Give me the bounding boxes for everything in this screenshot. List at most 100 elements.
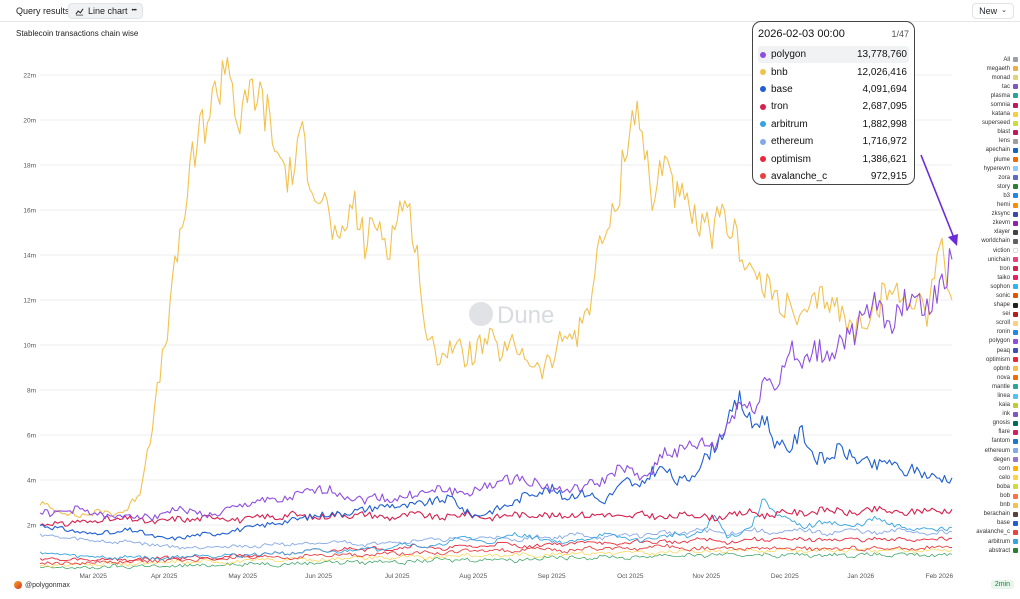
more-icon[interactable]: ••• [131, 8, 137, 14]
legend-item-somnia[interactable]: somnia [952, 100, 1018, 109]
legend-item-katana[interactable]: katana [952, 110, 1018, 119]
legend-item-opbnb[interactable]: opbnb [952, 364, 1018, 373]
tooltip-series-value: 13,778,760 [856, 49, 907, 61]
legend-swatch-icon [1013, 293, 1018, 299]
legend-item-tron[interactable]: tron [952, 264, 1018, 273]
legend-item-nova[interactable]: nova [952, 373, 1018, 382]
legend-item-degen[interactable]: degen [952, 455, 1018, 464]
y-tick-label: 20m [23, 118, 36, 125]
legend-item-sei[interactable]: sei [952, 310, 1018, 319]
legend-item-base[interactable]: base [952, 519, 1018, 528]
legend-item-fantom[interactable]: fantom [952, 437, 1018, 446]
legend-item-bnb[interactable]: bnb [952, 501, 1018, 510]
legend-item-linea[interactable]: linea [952, 391, 1018, 400]
series-dot-icon [760, 156, 766, 163]
legend-label: monad [991, 74, 1010, 81]
legend-item-monad[interactable]: monad [952, 73, 1018, 82]
legend-swatch-icon [1013, 420, 1018, 426]
legend-label: scroll [995, 320, 1010, 327]
legend-label: zora [998, 174, 1010, 181]
legend-item-hyperevm[interactable]: hyperevm [952, 164, 1018, 173]
legend-item-taiko[interactable]: taiko [952, 273, 1018, 282]
legend-item-ronin[interactable]: ronin [952, 328, 1018, 337]
legend-item-superseed[interactable]: superseed [952, 119, 1018, 128]
legend-item-mantle[interactable]: mantle [952, 382, 1018, 391]
legend-item-apechain[interactable]: apechain [952, 146, 1018, 155]
series-dot-icon [760, 86, 766, 93]
legend-item-plume[interactable]: plume [952, 155, 1018, 164]
tooltip-series-value: 1,386,621 [862, 153, 908, 165]
legend-item-All[interactable]: All [952, 55, 1018, 64]
tab-line-chart[interactable]: Line chart ••• [68, 3, 144, 19]
legend-item-b3[interactable]: b3 [952, 191, 1018, 200]
legend-item-celo[interactable]: celo [952, 473, 1018, 482]
legend-item-peaq[interactable]: peaq [952, 346, 1018, 355]
x-tick-label: Sep 2025 [538, 573, 566, 580]
legend-item-berachain[interactable]: berachain [952, 510, 1018, 519]
legend-item-zkevm[interactable]: zkevm [952, 219, 1018, 228]
legend-item-zksync[interactable]: zksync [952, 210, 1018, 219]
legend-swatch-icon [1013, 511, 1018, 517]
legend-item-sonic[interactable]: sonic [952, 291, 1018, 300]
legend-label: bnb [999, 502, 1010, 509]
chart-title: Stablecoin transactions chain wise [16, 29, 139, 38]
legend-label: sophon [990, 283, 1010, 290]
legend-swatch-icon [1013, 520, 1018, 526]
legend-label: unichain [987, 256, 1010, 263]
tooltip-row-ethereum: ethereum 1,716,972 [758, 133, 909, 150]
legend-swatch-icon [1013, 238, 1018, 244]
legend-item-viction[interactable]: viction [952, 246, 1018, 255]
legend-swatch-icon [1013, 84, 1018, 90]
legend-label: story [996, 183, 1010, 190]
legend-label: bob [999, 493, 1010, 500]
legend-item-worldchain[interactable]: worldchain [952, 237, 1018, 246]
legend-item-scroll[interactable]: scroll [952, 319, 1018, 328]
legend-item-arbitrum[interactable]: arbitrum [952, 537, 1018, 546]
tooltip-page: 1/47 [891, 29, 909, 39]
author-credit[interactable]: @polygonmax [14, 581, 70, 589]
tooltip-series-value: 4,091,694 [862, 83, 908, 95]
results-toolbar: Query results Line chart ••• New ⌄ [0, 0, 1020, 22]
legend-item-shape[interactable]: shape [952, 301, 1018, 310]
legend-item-boba[interactable]: boba [952, 482, 1018, 491]
legend-item-abstract[interactable]: abstract [952, 546, 1018, 555]
x-tick-label: Jan 2026 [847, 573, 874, 580]
series-dot-icon [760, 121, 766, 128]
legend-label: celo [998, 474, 1010, 481]
legend-item-kaia[interactable]: kaia [952, 401, 1018, 410]
legend-swatch-icon [1013, 329, 1018, 335]
legend-item-plasma[interactable]: plasma [952, 91, 1018, 100]
y-tick-label: 22m [23, 73, 36, 80]
legend-item-optimism[interactable]: optimism [952, 355, 1018, 364]
legend-label: shape [993, 302, 1010, 309]
legend-item-bob[interactable]: bob [952, 492, 1018, 501]
legend-item-lens[interactable]: lens [952, 137, 1018, 146]
legend-item-gnosis[interactable]: gnosis [952, 419, 1018, 428]
legend-item-zora[interactable]: zora [952, 173, 1018, 182]
legend-item-sophon[interactable]: sophon [952, 282, 1018, 291]
tooltip-series-value: 12,026,416 [856, 66, 907, 78]
chevron-down-icon: ⌄ [1001, 7, 1007, 14]
legend-item-ethereum[interactable]: ethereum [952, 446, 1018, 455]
legend-item-unichain[interactable]: unichain [952, 255, 1018, 264]
new-button[interactable]: New ⌄ [972, 3, 1014, 19]
legend-item-avalanche_c[interactable]: avalanche_c [952, 528, 1018, 537]
legend-item-flare[interactable]: flare [952, 428, 1018, 437]
tab-query-results[interactable]: Query results [16, 6, 70, 16]
legend-item-story[interactable]: story [952, 182, 1018, 191]
legend-item-ink[interactable]: ink [952, 410, 1018, 419]
legend-item-blast[interactable]: blast [952, 128, 1018, 137]
legend-label: superseed [981, 120, 1010, 127]
legend-label: megaeth [986, 65, 1010, 72]
legend-item-polygon[interactable]: polygon [952, 337, 1018, 346]
legend-item-hemi[interactable]: hemi [952, 201, 1018, 210]
legend-label: linea [997, 393, 1010, 400]
legend-swatch-icon [1013, 102, 1018, 108]
legend-item-corn[interactable]: corn [952, 464, 1018, 473]
tooltip-series-name: ethereum [771, 136, 814, 148]
y-tick-label: 16m [23, 208, 36, 215]
legend-item-megaeth[interactable]: megaeth [952, 64, 1018, 73]
legend-item-xlayer[interactable]: xlayer [952, 228, 1018, 237]
legend-item-tac[interactable]: tac [952, 82, 1018, 91]
